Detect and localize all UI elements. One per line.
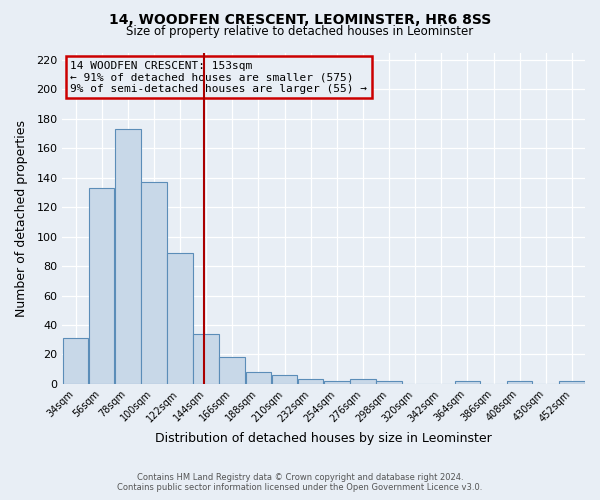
Bar xyxy=(324,381,350,384)
Bar xyxy=(220,358,245,384)
Bar xyxy=(559,381,585,384)
Y-axis label: Number of detached properties: Number of detached properties xyxy=(15,120,28,316)
Bar xyxy=(89,188,115,384)
Text: 14 WOODFEN CRESCENT: 153sqm
← 91% of detached houses are smaller (575)
9% of sem: 14 WOODFEN CRESCENT: 153sqm ← 91% of det… xyxy=(70,61,367,94)
Bar xyxy=(455,381,480,384)
Bar xyxy=(507,381,532,384)
Bar xyxy=(350,380,376,384)
Bar xyxy=(193,334,219,384)
X-axis label: Distribution of detached houses by size in Leominster: Distribution of detached houses by size … xyxy=(155,432,492,445)
Text: Size of property relative to detached houses in Leominster: Size of property relative to detached ho… xyxy=(127,25,473,38)
Bar xyxy=(298,380,323,384)
Bar xyxy=(167,253,193,384)
Bar xyxy=(376,381,402,384)
Bar xyxy=(141,182,167,384)
Bar xyxy=(115,129,140,384)
Text: Contains HM Land Registry data © Crown copyright and database right 2024.
Contai: Contains HM Land Registry data © Crown c… xyxy=(118,473,482,492)
Bar xyxy=(272,375,298,384)
Bar xyxy=(245,372,271,384)
Bar xyxy=(63,338,88,384)
Text: 14, WOODFEN CRESCENT, LEOMINSTER, HR6 8SS: 14, WOODFEN CRESCENT, LEOMINSTER, HR6 8S… xyxy=(109,12,491,26)
